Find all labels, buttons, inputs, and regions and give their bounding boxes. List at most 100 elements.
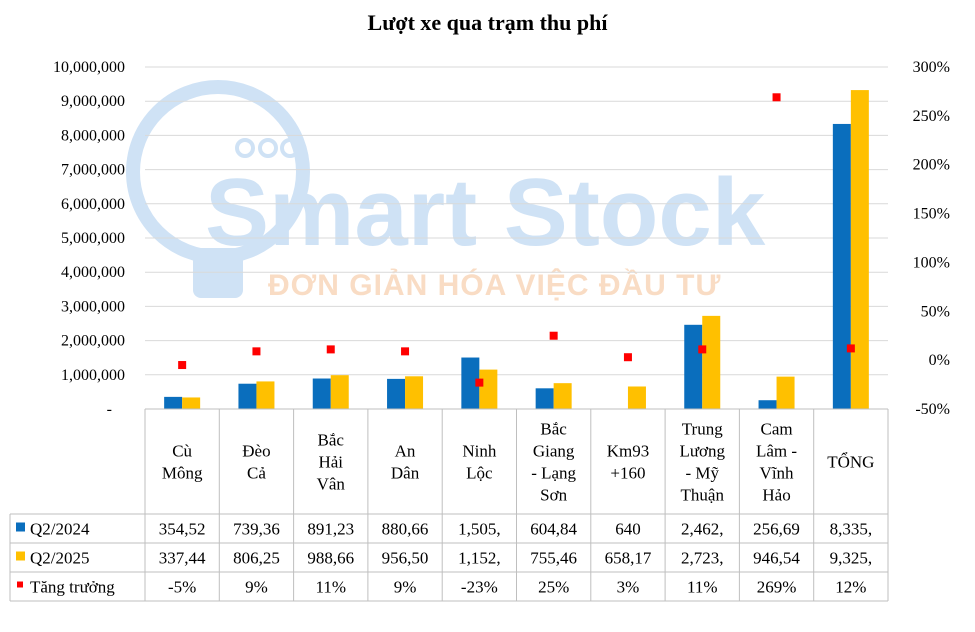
table-cell: 1,505,	[458, 520, 501, 539]
table-cell: 806,25	[233, 549, 280, 568]
table-cell: 337,44	[159, 549, 206, 568]
y-left-tick-label: 2,000,000	[61, 333, 125, 350]
category-label: Lương	[679, 442, 725, 461]
bar-q2-2024	[758, 400, 777, 409]
bar-q2-2025	[702, 315, 721, 409]
growth-marker	[252, 347, 261, 356]
y-right-tick-label: 0%	[929, 352, 950, 369]
table-cell: 658,17	[605, 549, 652, 568]
table-cell: 604,84	[530, 520, 577, 539]
watermark-gear-icon	[280, 138, 300, 158]
growth-marker	[846, 344, 855, 353]
y-left-tick-label: 6,000,000	[61, 196, 125, 213]
category-label: Vân	[317, 475, 346, 494]
bar-q2-2024	[164, 396, 183, 409]
y-right-tick-label: -50%	[915, 401, 950, 418]
table-cell: 1,152,	[458, 549, 501, 568]
table-cell: 9,325,	[830, 549, 873, 568]
table-cell: 946,54	[753, 549, 800, 568]
category-label: - Mỹ	[685, 464, 719, 483]
y-left-tick-label: 10,000,000	[53, 59, 125, 76]
category-label: Thuận	[681, 486, 725, 505]
category-label: Bắc	[318, 431, 345, 450]
category-label: Mông	[162, 464, 203, 483]
growth-marker	[623, 353, 632, 362]
bar-q2-2025	[256, 381, 275, 409]
table-cell: -5%	[168, 578, 196, 597]
growth-marker	[326, 345, 335, 354]
y-right-tick-label: 50%	[921, 303, 950, 320]
category-label: Sơn	[540, 486, 567, 505]
legend-label: Tăng trưởng	[30, 578, 115, 597]
growth-marker	[401, 347, 410, 356]
bar-q2-2024	[461, 357, 480, 409]
y-left-tick-label: 1,000,000	[61, 367, 125, 384]
table-cell: 25%	[538, 578, 569, 597]
table-cell: 11%	[315, 578, 346, 597]
category-label: Giang	[533, 442, 575, 461]
category-label: Cả	[247, 464, 266, 483]
table-cell: 12%	[835, 578, 866, 597]
table-cell: 354,52	[159, 520, 206, 539]
category-label: Vĩnh	[760, 464, 795, 483]
legend-label: Q2/2025	[30, 549, 90, 568]
table-cell: 956,50	[382, 549, 429, 568]
category-label: Km93	[607, 442, 650, 461]
bar-q2-2025	[330, 375, 349, 409]
category-label: +160	[610, 464, 645, 483]
legend-label: Q2/2024	[30, 520, 90, 539]
growth-marker	[549, 331, 558, 340]
watermark-bulb-base	[193, 248, 243, 298]
y-left-tick-label: 4,000,000	[61, 264, 125, 281]
bar-q2-2025	[479, 369, 498, 409]
table-cell: -23%	[461, 578, 498, 597]
category-label: - Lạng	[531, 464, 576, 483]
watermark-gear-icon	[235, 138, 255, 158]
bar-q2-2024	[684, 324, 703, 409]
table-cell: 880,66	[382, 520, 429, 539]
growth-marker	[178, 361, 187, 370]
bar-q2-2025	[627, 386, 646, 409]
y-left-tick-label: 5,000,000	[61, 230, 125, 247]
category-label: Hảo	[762, 486, 790, 505]
table-cell: 755,46	[530, 549, 577, 568]
table-cell: 891,23	[307, 520, 354, 539]
table-cell: 2,462,	[681, 520, 724, 539]
bar-q2-2025	[405, 376, 424, 409]
category-label: Lộc	[466, 464, 493, 483]
table-cell: 3%	[617, 578, 640, 597]
table-cell: 9%	[245, 578, 268, 597]
bar-q2-2024	[387, 378, 406, 409]
category-label: TỔNG	[827, 452, 874, 472]
category-label: Dân	[391, 464, 420, 483]
y-left-tick-label: 3,000,000	[61, 298, 125, 315]
watermark-gear-icon	[258, 138, 278, 158]
y-right-tick-label: 200%	[913, 157, 950, 174]
legend-key	[16, 522, 25, 532]
y-right-tick-label: 300%	[913, 59, 950, 76]
y-left-tick-label: 8,000,000	[61, 127, 125, 144]
category-label: Bắc	[540, 420, 567, 439]
bar-q2-2024	[832, 123, 851, 410]
category-label: Hải	[318, 453, 343, 472]
category-label: Cam	[760, 420, 792, 439]
bar-q2-2025	[850, 90, 869, 410]
bar-q2-2025	[182, 397, 201, 409]
bar-q2-2024	[238, 383, 257, 409]
table-cell: 11%	[687, 578, 718, 597]
y-left-tick-label: -	[107, 401, 112, 418]
table-cell: 8,335,	[830, 520, 873, 539]
bar-q2-2025	[776, 376, 795, 409]
bar-q2-2025	[553, 383, 572, 409]
category-label: Cù	[172, 442, 192, 461]
y-right-tick-label: 250%	[913, 108, 950, 125]
table-cell: 256,69	[753, 520, 800, 539]
table-cell: 9%	[394, 578, 417, 597]
growth-marker	[475, 378, 484, 387]
category-label: Ninh	[462, 442, 497, 461]
growth-marker	[698, 345, 707, 354]
growth-marker	[772, 93, 781, 102]
category-label: An	[395, 442, 416, 461]
y-right-tick-label: 150%	[913, 206, 950, 223]
